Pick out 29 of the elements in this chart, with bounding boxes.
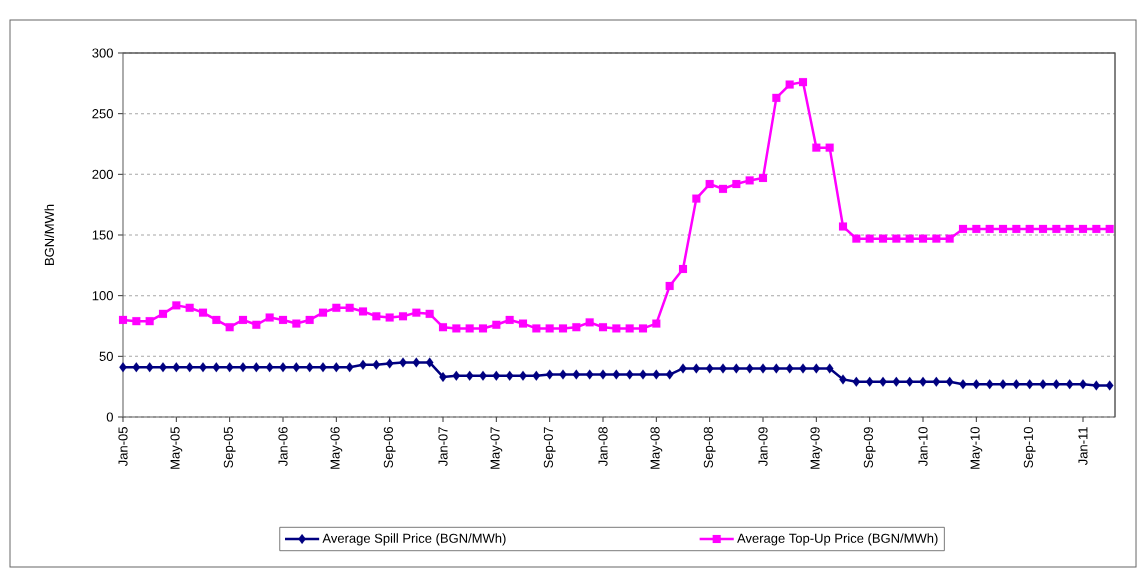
y-tick-label: 200: [92, 169, 113, 179]
x-tick-label: May-09: [810, 427, 823, 469]
x-tick-label: Sep-06: [383, 427, 396, 468]
x-tick-label: May-08: [650, 427, 663, 469]
legend-label: Average Spill Price (BGN/MWh): [322, 533, 506, 546]
x-tick-label: Jan-10: [918, 427, 928, 467]
y-tick-label: 100: [92, 291, 113, 301]
y-tick-label: 50: [99, 351, 113, 361]
y-tick-label: 250: [92, 109, 113, 119]
x-tick-label: Jan-05: [118, 427, 128, 467]
x-tick-label: Jan-06: [278, 427, 288, 467]
x-tick-label: May-10: [970, 427, 983, 469]
x-tick-label: Sep-08: [703, 427, 716, 468]
y-tick-label: 150: [92, 230, 113, 240]
legend-label: Average Top-Up Price (BGN/MWh): [737, 533, 938, 546]
x-tick-label: May-05: [170, 427, 183, 469]
x-tick-label: Sep-09: [863, 427, 876, 468]
x-tick-label: Sep-07: [543, 427, 556, 468]
y-axis-title: BGN/MWh: [44, 204, 54, 265]
x-tick-label: May-07: [490, 427, 503, 469]
x-tick-label: Jan-09: [758, 427, 768, 467]
x-tick-label: Jan-08: [598, 427, 608, 467]
x-tick-label: Jan-07: [438, 427, 448, 467]
x-tick-label: Sep-05: [223, 427, 236, 468]
y-tick-label: 0: [106, 412, 113, 422]
y-tick-label: 300: [92, 48, 113, 58]
x-tick-label: Sep-10: [1023, 427, 1036, 468]
x-tick-label: Jan-11: [1078, 427, 1088, 466]
x-tick-label: May-06: [330, 427, 343, 469]
